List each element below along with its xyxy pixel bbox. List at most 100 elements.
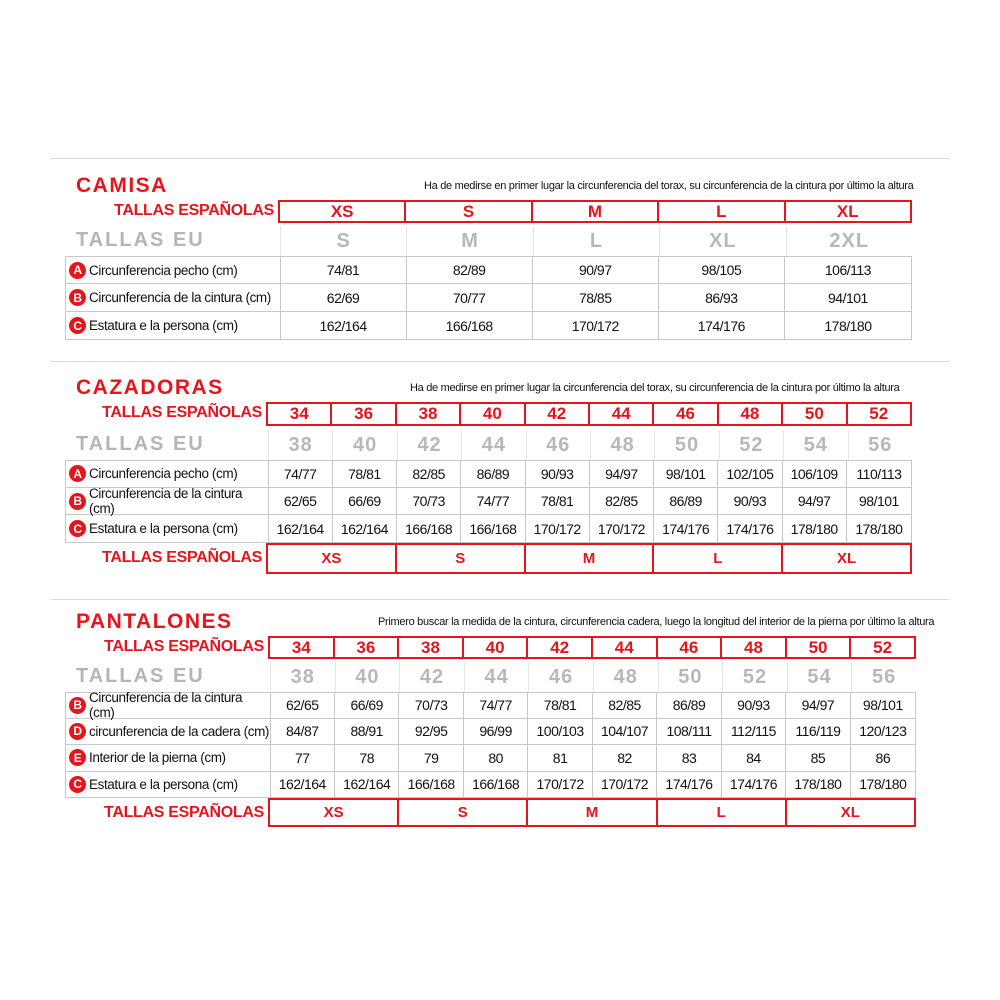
measurement-value: 74/77 <box>464 693 529 718</box>
measurement-row: E Interior de la pierna (cm) 77 78 79 80 81 82 8… <box>65 745 916 772</box>
eu-size-cell: 46 <box>525 430 590 460</box>
badge-b-icon: B <box>69 492 86 510</box>
spanish-size-cell: 42 <box>526 636 593 659</box>
section-cazadoras: CAZADORAS Ha de medirse en primer lugar l… <box>0 376 1000 606</box>
measurement-value: 92/95 <box>399 718 464 744</box>
spanish-letter-sizes-row: XS S M L XL <box>268 798 916 827</box>
measurement-value: 178/180 <box>783 515 847 543</box>
measurement-row: B Circunferencia de la cintura (cm) 62/69 7… <box>65 284 912 312</box>
measurement-row: B Circunferencia de la cintura (cm) 62/65 6… <box>65 486 912 516</box>
spanish-size-cell: 44 <box>590 636 658 659</box>
measurement-value: 98/105 <box>659 257 785 283</box>
spanish-size-cell: 40 <box>461 636 529 659</box>
measurement-label: A Circunferencia pecho (cm) <box>66 257 281 283</box>
measurement-value: 74/77 <box>269 461 333 487</box>
measurement-value: 94/97 <box>590 461 655 487</box>
spanish-size-cell: 48 <box>716 402 784 426</box>
eu-size-cell: 56 <box>847 430 912 460</box>
measurement-value: 94/97 <box>786 693 851 718</box>
measurement-value: 110/113 <box>856 465 902 482</box>
measurement-value: 62/65 <box>269 487 333 515</box>
eu-size-cell: M <box>406 226 532 256</box>
section-note: Primero buscar la medida de la cintura, … <box>378 616 935 628</box>
spanish-size-cell: 50 <box>781 402 848 426</box>
eu-size-cell: 56 <box>851 662 916 692</box>
spanish-sizes-label: TALLAS ESPAÑOLAS <box>104 638 264 655</box>
badge-c-icon: C <box>69 520 86 538</box>
spanish-size-cell: 50 <box>784 636 852 659</box>
measurement-value: 86 <box>875 749 891 766</box>
eu-size-cell: 38 <box>270 662 335 692</box>
measurement-value: 106/113 <box>824 262 872 278</box>
measurement-name: Estatura e la persona (cm) <box>89 521 238 537</box>
measurement-name: Circunferencia pecho (cm) <box>89 466 238 482</box>
measurement-value: 94/101 <box>828 289 868 306</box>
spanish-size-cell: 36 <box>330 402 397 426</box>
measurement-value: 90/93 <box>718 487 783 515</box>
spanish-size-cell: 38 <box>394 402 462 426</box>
measurement-value: 82/85 <box>590 487 655 515</box>
spanish-letter-size-cell: L <box>655 798 787 827</box>
measurement-value: 98/101 <box>859 493 899 510</box>
measurement-value: 166/168 <box>407 312 533 339</box>
spanish-letter-size-cell: L <box>652 543 784 575</box>
measurement-name: Circunferencia pecho (cm) <box>89 262 238 278</box>
spanish-size-cell: 46 <box>652 402 719 426</box>
eu-size-cell: 42 <box>396 430 461 460</box>
eu-sizes-label: TALLAS EU <box>76 433 205 455</box>
section-title: CAMISA <box>76 174 168 197</box>
measurement-value: 85 <box>786 745 851 771</box>
spanish-letter-sizes-label: TALLAS ESPAÑOLAS <box>102 549 262 567</box>
measurement-value: 70/77 <box>407 284 533 311</box>
spanish-letter-sizes-label: TALLAS ESPAÑOLAS <box>104 804 264 821</box>
measurement-value: 78/81 <box>526 487 590 515</box>
badge-e-icon: E <box>69 749 86 767</box>
spanish-letter-size-cell: S <box>394 543 526 575</box>
measurement-row: C Estatura e la persona (cm) 162/164 162/16… <box>65 771 916 798</box>
spanish-size-cell: 42 <box>523 402 590 426</box>
measurement-value: 178/180 <box>859 776 907 793</box>
eu-size-cell: 38 <box>268 430 332 460</box>
spanish-letter-sizes-row: XS S M L XL <box>266 543 912 575</box>
measurement-value: 82/85 <box>397 461 462 487</box>
measurement-value: 82/85 <box>593 693 658 718</box>
measurement-value: 170/172 <box>533 312 659 339</box>
spanish-size-cell: 36 <box>332 636 400 659</box>
measurement-value: 174/176 <box>718 515 783 543</box>
measurement-label: B Circunferencia de la cintura (cm) <box>66 284 281 311</box>
spanish-size-cell: M <box>530 200 660 223</box>
eu-size-cell: 48 <box>589 430 654 460</box>
spanish-size-cell: S <box>404 200 533 223</box>
measurement-label: C Estatura e la persona (cm) <box>66 312 281 339</box>
measurement-value: 170/172 <box>526 515 590 543</box>
section-pantalones: PANTALONES Primero buscar la medida de la… <box>0 610 1000 840</box>
badge-c-icon: C <box>69 317 86 334</box>
measurement-value: 86/93 <box>659 284 785 311</box>
measurement-value: 178/180 <box>824 317 872 334</box>
measurement-value: 82 <box>593 745 658 771</box>
measurement-value: 90/93 <box>722 693 787 718</box>
measurement-value: 80 <box>464 745 529 771</box>
measurement-value: 78 <box>335 745 400 771</box>
spanish-letter-size-cell: M <box>523 543 655 575</box>
section-note: Ha de medirse en primer lugar la circunf… <box>424 180 914 192</box>
divider <box>50 158 950 159</box>
spanish-size-cell: XL <box>783 200 912 223</box>
measurement-label: C Estatura e la persona (cm) <box>66 771 271 797</box>
spanish-letter-size-cell: XL <box>784 798 916 827</box>
measurement-value: 90/97 <box>533 257 659 283</box>
spanish-size-cell: 40 <box>459 402 526 426</box>
measurement-name: Interior de la pierna (cm) <box>89 750 226 766</box>
measurement-value: 62/69 <box>281 284 407 311</box>
measurement-row: C Estatura e la persona (cm) 162/164 166/16… <box>65 312 912 340</box>
eu-sizes-label: TALLAS EU <box>76 229 205 251</box>
eu-size-cell: 54 <box>786 662 852 692</box>
eu-size-cell: 54 <box>783 430 847 460</box>
measurement-value: 84 <box>722 745 787 771</box>
measurement-value: 74/81 <box>281 257 407 283</box>
measurement-name: Estatura e la persona (cm) <box>89 318 238 333</box>
measurement-value: 104/107 <box>593 718 658 744</box>
badge-a-icon: A <box>69 261 86 279</box>
section-title: PANTALONES <box>76 610 233 633</box>
